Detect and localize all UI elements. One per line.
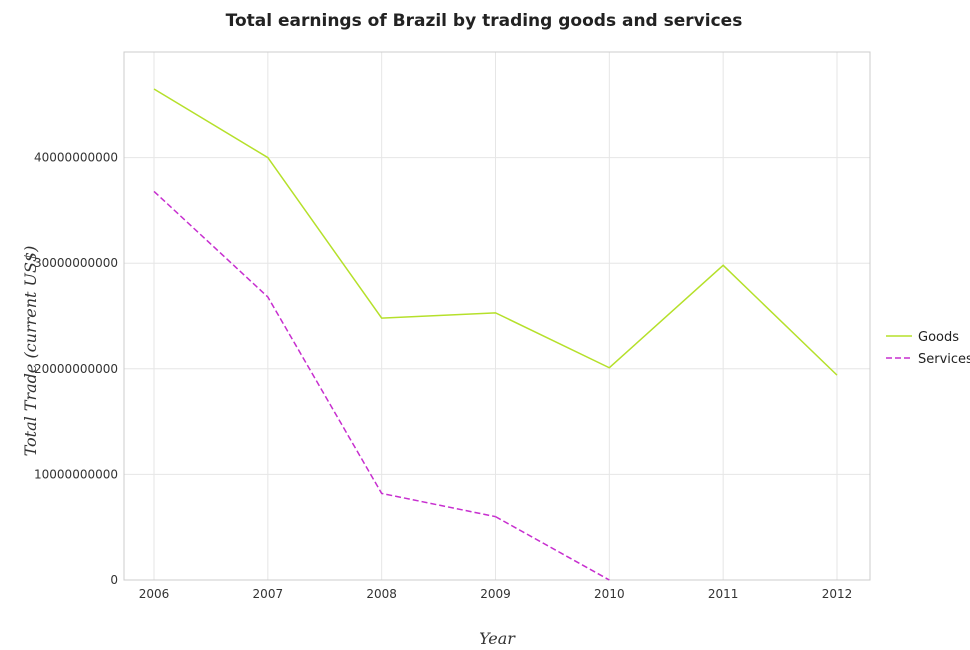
- axes: 0 10000000000 20000000000 30000000000 400000…: [34, 151, 852, 601]
- x-tick-label: 2012: [822, 587, 853, 601]
- x-tick-label: 2007: [253, 587, 284, 601]
- x-axis-label: Year: [479, 629, 516, 648]
- x-tick-label: 2009: [480, 587, 511, 601]
- legend-label-goods: Goods: [918, 330, 959, 345]
- x-tick-label: 2010: [594, 587, 625, 601]
- series-layer: [153, 88, 838, 581]
- x-tick-label: 2008: [366, 587, 397, 601]
- y-axis-label: Total Trade (current US$): [21, 246, 40, 457]
- series-line-goods: [153, 88, 838, 376]
- y-tick-label: 0: [110, 573, 118, 587]
- y-tick-label: 30000000000: [34, 256, 118, 270]
- series-services: [153, 190, 610, 581]
- x-tick-label: 2011: [708, 587, 739, 601]
- grid: [124, 52, 870, 581]
- y-tick-label: 10000000000: [34, 467, 118, 481]
- legend-label-services: Services: [918, 352, 970, 367]
- series-goods: [153, 88, 838, 376]
- series-drop-services: [495, 515, 610, 581]
- y-tick-label: 20000000000: [34, 362, 118, 376]
- legend: Goods Services: [886, 330, 970, 367]
- series-line-services: [153, 190, 496, 518]
- plot-frame: [123, 51, 871, 581]
- chart-title: Total earnings of Brazil by trading good…: [226, 11, 743, 31]
- y-tick-label: 40000000000: [34, 151, 118, 165]
- x-tick-label: 2006: [139, 587, 170, 601]
